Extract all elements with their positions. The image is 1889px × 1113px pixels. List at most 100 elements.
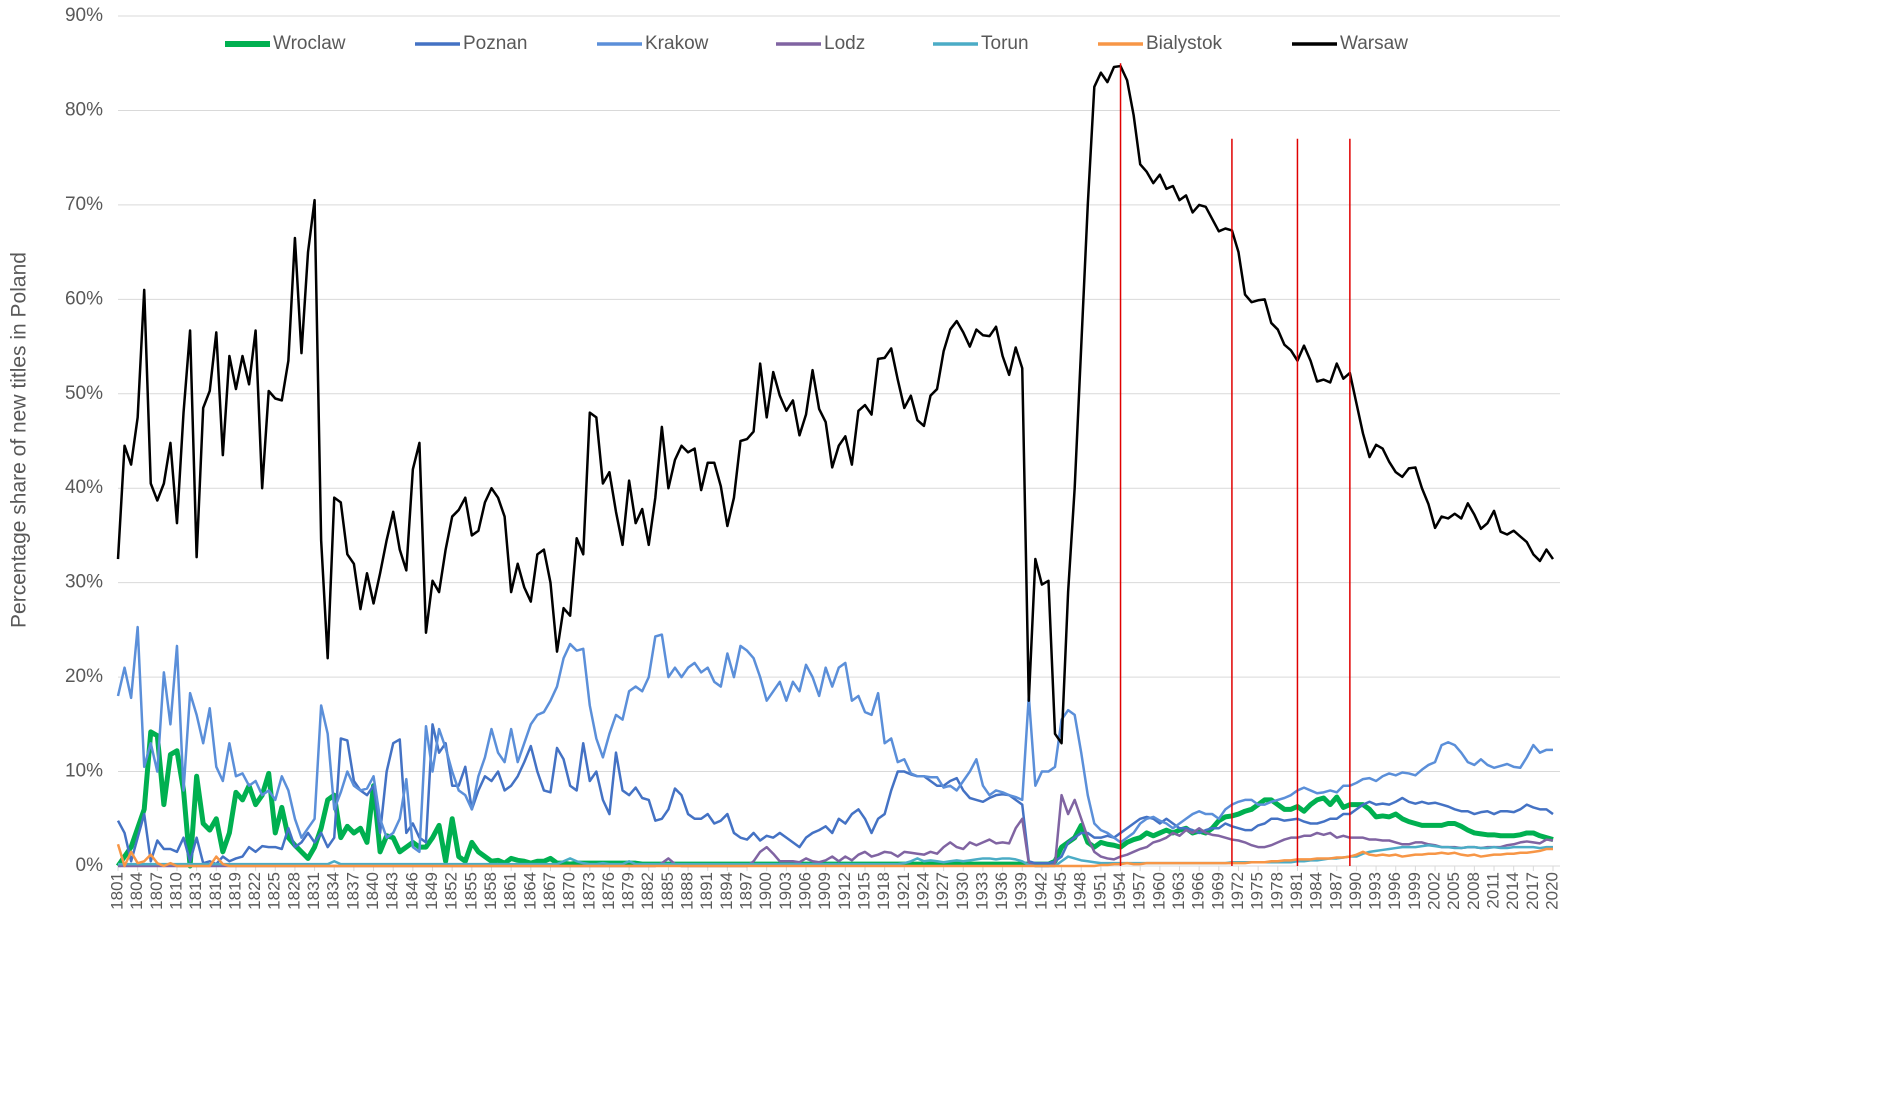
x-tick-label: 1990	[1346, 872, 1365, 910]
x-tick-label: 1870	[560, 872, 579, 910]
x-tick-label: 1924	[913, 872, 932, 910]
x-tick-label: 2002	[1425, 872, 1444, 910]
legend-label: Bialystok	[1146, 33, 1223, 54]
y-tick-label: 90%	[65, 5, 103, 26]
x-tick-label: 1918	[874, 872, 893, 910]
x-tick-label: 1903	[776, 872, 795, 910]
legend: Wroclaw Poznan Krakow Lodz Torun Bialystok War…	[225, 33, 1408, 54]
y-axis-label: Percentage share of new titles in Poland	[8, 252, 31, 628]
legend-label: Torun	[981, 33, 1029, 54]
x-tick-label: 1942	[1031, 872, 1050, 910]
x-tick-label: 1882	[638, 872, 657, 910]
x-tick-label: 1876	[599, 872, 618, 910]
x-tick-label: 1960	[1149, 872, 1168, 910]
y-tick-label: 10%	[65, 761, 103, 782]
x-tick-label: 2020	[1542, 872, 1561, 910]
legend-label: Lodz	[824, 33, 865, 54]
x-tick-label: 1816	[206, 872, 225, 910]
legend-label: Poznan	[463, 33, 527, 54]
series-line	[118, 843, 1553, 868]
x-tick-label: 1867	[540, 872, 559, 910]
x-tick-label: 1807	[147, 872, 166, 910]
x-tick-label: 1972	[1228, 872, 1247, 910]
x-tick-label: 1912	[835, 872, 854, 910]
x-tick-label: 1858	[481, 872, 500, 910]
x-tick-label: 1855	[461, 872, 480, 910]
x-tick-label: 1834	[324, 872, 343, 910]
x-tick-label: 2011	[1484, 872, 1503, 909]
x-tick-label: 1879	[619, 872, 638, 910]
x-tick-label: 2017	[1523, 872, 1542, 910]
x-tick-label: 1969	[1208, 872, 1227, 910]
x-tick-label: 1945	[1051, 872, 1070, 910]
series-line	[116, 723, 1554, 866]
x-tick-label: 1861	[501, 872, 520, 910]
y-tick-label: 0%	[76, 855, 104, 876]
x-tick-label: 1987	[1326, 872, 1345, 910]
y-tick-label: 50%	[65, 383, 103, 404]
x-tick-label: 1978	[1267, 872, 1286, 910]
legend-label: Krakow	[645, 33, 709, 54]
x-tick-label: 1948	[1071, 872, 1090, 910]
x-tick-label: 1837	[343, 872, 362, 910]
y-tick-label: 40%	[65, 477, 103, 498]
x-tick-label: 1975	[1248, 872, 1267, 910]
x-tick-label: 1810	[166, 872, 185, 910]
x-tick-label: 1966	[1189, 872, 1208, 910]
x-tick-label: 1933	[972, 872, 991, 910]
y-tick-label: 80%	[65, 99, 103, 120]
legend-label: Wroclaw	[273, 33, 346, 54]
x-tick-label: 1819	[225, 872, 244, 910]
x-tick-label: 2008	[1464, 872, 1483, 910]
x-tick-label: 1801	[107, 872, 126, 910]
x-tick-label: 1957	[1130, 872, 1149, 910]
x-tick-label: 1831	[304, 872, 323, 910]
x-tick-label: 1873	[579, 872, 598, 910]
x-tick-label: 1891	[697, 872, 716, 910]
x-tick-label: 1849	[422, 872, 441, 910]
x-tick-label: 1996	[1385, 872, 1404, 910]
x-tick-label: 1930	[953, 872, 972, 910]
x-tick-label: 1843	[383, 872, 402, 910]
x-tick-label: 1804	[127, 872, 146, 910]
x-tick-label: 1813	[186, 872, 205, 910]
x-tick-label: 1909	[815, 872, 834, 910]
x-tick-label: 1852	[442, 872, 461, 910]
x-tick-label: 1915	[854, 872, 873, 910]
x-tick-label: 1951	[1090, 872, 1109, 910]
x-tick-label: 1927	[933, 872, 952, 910]
x-tick-label: 1921	[894, 872, 913, 910]
x-tick-label: 1888	[678, 872, 697, 910]
series-line	[116, 843, 1553, 868]
x-tick-label: 1864	[520, 872, 539, 910]
x-tick-label: 1894	[717, 872, 736, 910]
x-tick-label: 1897	[737, 872, 756, 910]
x-tick-label: 1900	[756, 872, 775, 910]
x-tick-label: 1954	[1110, 872, 1129, 910]
x-tick-label: 1840	[363, 872, 382, 910]
x-tick-label: 1939	[1012, 872, 1031, 910]
x-tick-label: 1822	[245, 872, 264, 910]
x-tick-label: 1885	[658, 872, 677, 910]
x-tick-label: 1984	[1307, 872, 1326, 910]
y-tick-label: 70%	[65, 194, 103, 215]
x-tick-label: 1963	[1169, 872, 1188, 910]
y-tick-label: 20%	[65, 666, 103, 687]
x-tick-label: 1993	[1366, 872, 1385, 910]
x-tick-label: 1999	[1405, 872, 1424, 910]
x-tick-label: 1906	[795, 872, 814, 910]
x-tick-label: 1981	[1287, 872, 1306, 910]
x-tick-label: 1936	[992, 872, 1011, 910]
x-tick-label: 1828	[284, 872, 303, 910]
y-tick-label: 30%	[65, 572, 103, 593]
legend-label: Warsaw	[1340, 33, 1408, 54]
series-line	[116, 625, 1553, 854]
x-tick-label: 2014	[1503, 872, 1522, 910]
x-tick-label: 1825	[265, 872, 284, 910]
series-line	[116, 64, 1555, 745]
x-tick-label: 1846	[402, 872, 421, 910]
x-tick-label: 2005	[1444, 872, 1463, 910]
y-tick-label: 60%	[65, 288, 103, 309]
